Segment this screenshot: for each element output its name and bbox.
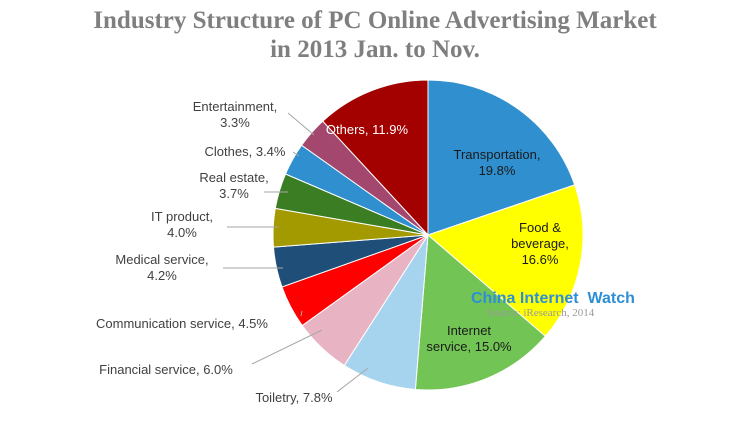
chart-title-line-1: Industry Structure of PC Online Advertis… xyxy=(93,7,657,34)
slice-label: Food & beverage, 16.6% xyxy=(511,220,569,267)
pie-slice xyxy=(322,79,429,237)
watermark-source: Source: iResearch, 2014 xyxy=(487,307,595,319)
slice-label: Others, 11.9% xyxy=(326,122,409,137)
slice-label: Medical service, 4.2% xyxy=(115,252,208,283)
leader-lines xyxy=(223,112,369,393)
chart-title-line-2: in 2013 Jan. to Nov. xyxy=(270,36,480,63)
chart-title: Industry Structure of PC Online Advertis… xyxy=(0,6,750,64)
leader-line xyxy=(292,151,300,157)
slice-label: IT product, 4.0% xyxy=(151,209,213,240)
slice-label: Transportation, 19.8% xyxy=(454,147,541,178)
slice-label: Financial service, 6.0% xyxy=(99,362,233,377)
watermark: China Internet Watch Source: iResearch, … xyxy=(471,290,635,319)
slice-label: Clothes, 3.4% xyxy=(205,144,286,159)
slice-label: Communication service, 4.5% xyxy=(96,316,268,331)
slice-label: Real estate, 3.7% xyxy=(199,170,268,201)
pie-slice xyxy=(427,184,584,337)
leader-line xyxy=(251,329,323,365)
slice-label: Entertainment, 3.3% xyxy=(193,99,278,130)
slice-label: Internet service, 15.0% xyxy=(426,323,512,354)
pie-slice xyxy=(427,79,576,236)
watermark-text: China Internet Watch xyxy=(471,290,635,307)
leader-line xyxy=(300,310,303,317)
leader-line xyxy=(287,112,315,136)
pie-slice xyxy=(414,233,547,391)
leader-line xyxy=(336,367,369,393)
slice-labels: Transportation, 19.8% Food & beverage, 16.6%… xyxy=(96,99,569,405)
slice-label: Toiletry, 7.8% xyxy=(255,390,333,405)
pie-slices xyxy=(272,79,584,391)
